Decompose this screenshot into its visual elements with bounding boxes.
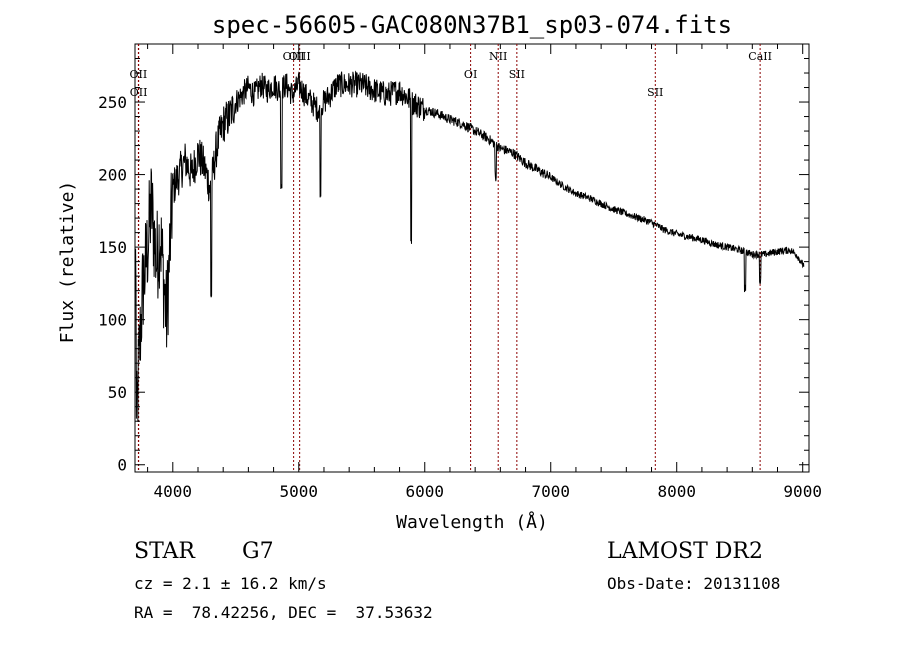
object-class: STAR	[134, 539, 195, 564]
line-label-oii: OII	[130, 86, 148, 99]
y-axis-label: Flux (relative)	[57, 181, 78, 344]
x-tick-label: 9000	[783, 482, 822, 501]
x-tick-label: 7000	[531, 482, 570, 501]
y-tick-label: 150	[98, 238, 127, 257]
chart-title: spec-56605-GAC080N37B1_sp03-074.fits	[212, 11, 732, 39]
emission-line-markers	[137, 44, 761, 472]
line-label-sii: SII	[509, 68, 525, 81]
object-subclass: G7	[242, 539, 274, 564]
x-tick-label: 5000	[280, 482, 319, 501]
sky-coordinates: RA = 78.42256, DEC = 37.53632	[134, 603, 433, 622]
y-axis-ticks: 0 50 100 150 200 250	[98, 58, 809, 475]
line-label-caii: CaII	[748, 50, 772, 63]
line-label-sii: SII	[647, 86, 663, 99]
x-axis-label: Wavelength (Å)	[396, 511, 548, 533]
y-tick-label: 200	[98, 166, 127, 185]
y-tick-label: 0	[117, 456, 127, 475]
line-label-oiii: OIII	[289, 50, 311, 63]
line-label-nii: NII	[489, 50, 507, 63]
x-tick-label: 6000	[405, 482, 444, 501]
y-tick-label: 50	[108, 383, 127, 402]
plot-frame	[134, 43, 810, 473]
survey-name: LAMOST DR2	[607, 539, 763, 564]
line-label-oii: OII	[130, 68, 148, 81]
line-label-oi: OI	[464, 68, 477, 81]
observation-date: Obs-Date: 20131108	[607, 574, 781, 593]
spectrum-line	[135, 70, 805, 422]
x-tick-label: 8000	[657, 482, 696, 501]
x-tick-label: 4000	[154, 482, 193, 501]
y-tick-label: 100	[98, 311, 127, 330]
y-tick-label: 250	[98, 93, 127, 112]
x-axis-ticks: 4000 5000 6000 7000 8000 9000	[147, 44, 822, 501]
redshift-cz: cz = 2.1 ± 16.2 km/s	[134, 574, 327, 593]
